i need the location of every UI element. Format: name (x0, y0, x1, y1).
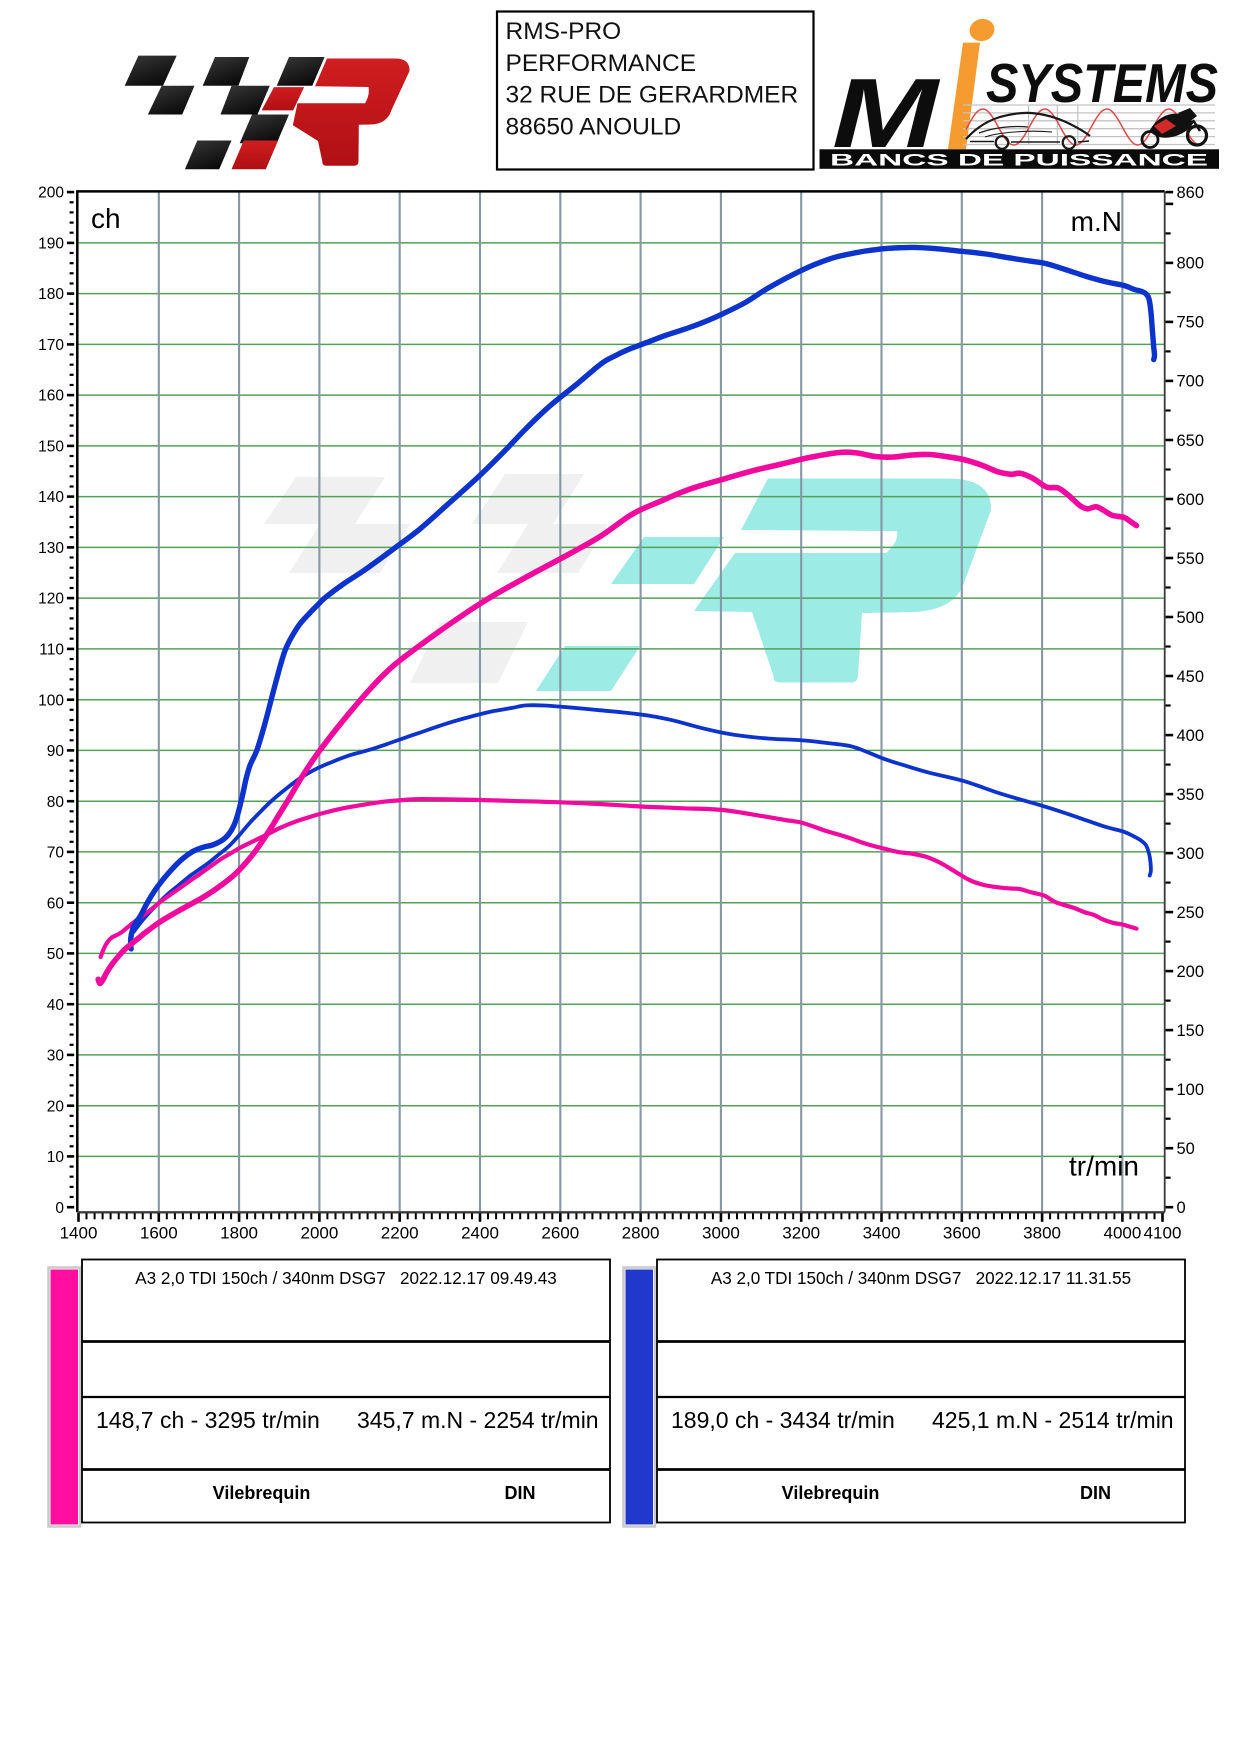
svg-text:ch: ch (91, 203, 121, 234)
svg-text:0: 0 (55, 1200, 64, 1217)
svg-text:400: 400 (1177, 727, 1205, 745)
svg-text:BANCS DE PUISSANCE: BANCS DE PUISSANCE (830, 151, 1208, 170)
svg-text:150: 150 (38, 439, 64, 456)
svg-text:190: 190 (38, 236, 64, 253)
svg-text:2400: 2400 (461, 1224, 499, 1243)
svg-text:80: 80 (47, 794, 65, 811)
svg-text:180: 180 (38, 286, 64, 303)
svg-text:750: 750 (1177, 314, 1205, 332)
svg-text:0: 0 (1177, 1199, 1186, 1217)
svg-text:150: 150 (1177, 1022, 1205, 1040)
svg-text:90: 90 (47, 743, 65, 760)
svg-text:120: 120 (38, 591, 64, 608)
svg-text:tr/min: tr/min (1069, 1151, 1139, 1182)
svg-text:2000: 2000 (300, 1224, 338, 1243)
svg-text:20: 20 (47, 1098, 65, 1115)
svg-text:3400: 3400 (863, 1224, 901, 1243)
svg-text:1800: 1800 (220, 1224, 258, 1243)
svg-text:300: 300 (1177, 845, 1205, 863)
svg-text:2800: 2800 (622, 1224, 660, 1243)
svg-text:3000: 3000 (702, 1224, 740, 1243)
svg-text:148,7 ch - 3295 tr/min: 148,7 ch - 3295 tr/min (96, 1407, 320, 1433)
svg-text:345,7 m.N - 2254 tr/min: 345,7 m.N - 2254 tr/min (357, 1407, 599, 1433)
svg-text:SYSTEMS: SYSTEMS (986, 52, 1218, 114)
svg-text:88650 ANOULD: 88650 ANOULD (506, 113, 682, 140)
svg-text:DIN: DIN (505, 1483, 536, 1503)
svg-text:350: 350 (1177, 786, 1205, 804)
svg-text:Vilebrequin: Vilebrequin (782, 1483, 880, 1503)
svg-text:DIN: DIN (1080, 1483, 1111, 1503)
svg-text:32 RUE DE GERARDMER: 32 RUE DE GERARDMER (506, 82, 799, 109)
svg-text:860: 860 (1177, 184, 1205, 202)
svg-text:10: 10 (47, 1149, 65, 1166)
svg-text:2600: 2600 (541, 1224, 579, 1243)
svg-text:1600: 1600 (140, 1224, 178, 1243)
svg-text:800: 800 (1177, 255, 1205, 273)
svg-text:m.N: m.N (1071, 206, 1122, 237)
svg-text:60: 60 (47, 895, 65, 912)
svg-text:1400: 1400 (60, 1224, 98, 1243)
svg-text:2200: 2200 (381, 1224, 419, 1243)
svg-text:130: 130 (38, 540, 64, 557)
svg-text:600: 600 (1177, 491, 1205, 509)
svg-text:3800: 3800 (1023, 1224, 1061, 1243)
svg-text:50: 50 (47, 946, 65, 963)
svg-text:PERFORMANCE: PERFORMANCE (506, 50, 697, 77)
svg-text:200: 200 (38, 185, 64, 202)
svg-text:4000: 4000 (1103, 1224, 1141, 1243)
svg-text:A3 2,0 TDI 150ch / 340nm DSG7: A3 2,0 TDI 150ch / 340nm DSG7 2022.12.17… (711, 1269, 1131, 1288)
svg-text:160: 160 (38, 388, 64, 405)
svg-text:500: 500 (1177, 609, 1205, 627)
svg-text:140: 140 (38, 489, 64, 506)
svg-text:Vilebrequin: Vilebrequin (213, 1483, 311, 1503)
svg-text:100: 100 (1177, 1081, 1205, 1099)
svg-text:3600: 3600 (943, 1224, 981, 1243)
svg-text:550: 550 (1177, 550, 1205, 568)
svg-text:A3 2,0 TDI 150ch / 340nm DSG7: A3 2,0 TDI 150ch / 340nm DSG7 2022.12.17… (135, 1269, 557, 1288)
svg-text:3200: 3200 (782, 1224, 820, 1243)
svg-text:50: 50 (1177, 1140, 1195, 1158)
svg-text:RMS-PRO: RMS-PRO (506, 18, 622, 45)
svg-text:450: 450 (1177, 668, 1205, 686)
svg-text:425,1 m.N - 2514 tr/min: 425,1 m.N - 2514 tr/min (932, 1407, 1174, 1433)
svg-text:70: 70 (47, 845, 65, 862)
svg-text:700: 700 (1177, 373, 1205, 391)
svg-text:250: 250 (1177, 904, 1205, 922)
svg-text:110: 110 (39, 642, 64, 659)
svg-text:189,0 ch - 3434 tr/min: 189,0 ch - 3434 tr/min (671, 1407, 895, 1433)
svg-text:4100: 4100 (1144, 1224, 1182, 1243)
svg-text:100: 100 (38, 692, 64, 709)
svg-text:30: 30 (47, 1048, 65, 1065)
svg-text:170: 170 (38, 337, 64, 354)
svg-text:650: 650 (1177, 432, 1205, 450)
svg-text:200: 200 (1177, 963, 1205, 981)
svg-text:40: 40 (47, 997, 65, 1014)
